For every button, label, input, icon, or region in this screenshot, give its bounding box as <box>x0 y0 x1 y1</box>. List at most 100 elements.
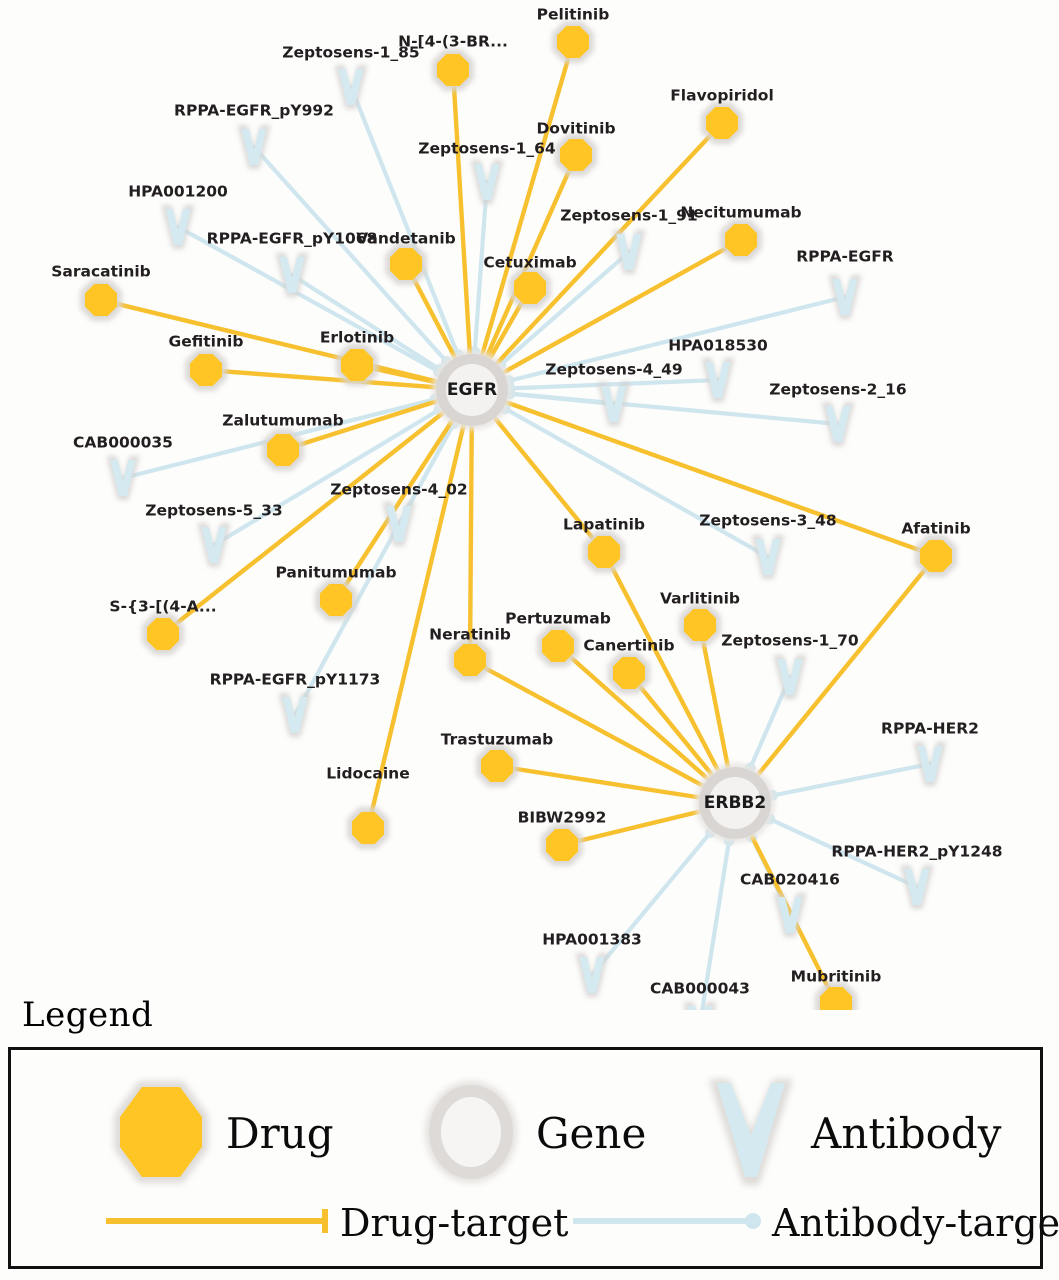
drug-node[interactable] <box>815 982 857 1010</box>
antibody-node[interactable] <box>106 456 140 500</box>
drug-octagon-icon <box>613 657 645 689</box>
antibody-node[interactable] <box>382 502 416 546</box>
drug-octagon-icon <box>106 1073 216 1195</box>
antibody-chevron-icon <box>701 1073 801 1195</box>
drug-node-label: BIBW2992 <box>518 809 607 827</box>
antibody-node[interactable] <box>773 655 807 699</box>
antibody-node[interactable] <box>612 230 646 274</box>
antibody-target-edge <box>469 387 771 560</box>
drug-target-edge <box>601 549 738 806</box>
drug-octagon-icon <box>546 829 578 861</box>
drug-node[interactable] <box>142 613 184 655</box>
antibody-target-edge <box>120 387 475 481</box>
antibody-chevron-icon <box>705 362 731 398</box>
drug-node[interactable] <box>583 531 625 573</box>
antibody-nodes-layer[interactable] <box>106 65 947 1010</box>
antibody-node[interactable] <box>828 275 862 319</box>
drug-node[interactable] <box>720 219 762 261</box>
antibody-chevron-icon <box>338 69 364 105</box>
gene-nodes-layer[interactable] <box>432 350 775 843</box>
antibody-node[interactable] <box>278 693 312 737</box>
drug-node-label: Lapatinib <box>563 516 645 534</box>
drug-octagon-icon <box>147 618 179 650</box>
antibody-chevron-icon <box>755 539 781 575</box>
antibody-target-edge <box>251 144 475 393</box>
drug-octagon-icon <box>684 609 716 641</box>
drug-node[interactable] <box>336 344 378 386</box>
drug-target-edge <box>469 39 576 393</box>
antibody-node[interactable] <box>575 953 609 997</box>
drug-node[interactable] <box>541 824 583 866</box>
antibody-node[interactable] <box>900 865 934 909</box>
antibody-chevron-icon <box>165 209 191 245</box>
antibody-chevron-icon <box>616 234 642 270</box>
antibody-node[interactable] <box>275 253 309 297</box>
antibody-node-label: Zeptosens-4_49 <box>545 361 682 379</box>
drug-node-label: Mubritinib <box>791 968 882 986</box>
drug-node[interactable] <box>476 745 518 787</box>
drug-node[interactable] <box>701 102 743 144</box>
gene-node-label: ERBB2 <box>704 793 766 813</box>
antibody-chevron-icon <box>917 746 943 782</box>
antibody-chevron-icon <box>601 386 627 422</box>
drug-node[interactable] <box>432 49 474 91</box>
antibody-chevron-icon <box>386 506 412 542</box>
drug-node[interactable] <box>385 243 427 285</box>
antibody-node[interactable] <box>470 160 504 204</box>
drug-target-edge <box>450 67 475 393</box>
legend-label-gene: Gene <box>536 1109 647 1158</box>
legend-label-antibody-target: Antibody-target <box>772 1201 1059 1245</box>
antibody-node[interactable] <box>161 205 195 249</box>
drug-node[interactable] <box>315 579 357 621</box>
drug-octagon-icon <box>481 750 513 782</box>
antibody-node[interactable] <box>751 535 785 579</box>
drug-node[interactable] <box>679 604 721 646</box>
drug-node[interactable] <box>552 21 594 63</box>
antibody-node[interactable] <box>683 1002 717 1010</box>
antibody-chevron-icon <box>241 129 267 165</box>
drug-node[interactable] <box>347 807 389 849</box>
drug-octagon-icon <box>352 812 384 844</box>
antibody-node[interactable] <box>913 742 947 786</box>
drug-octagon-icon <box>437 54 469 86</box>
antibody-chevron-icon <box>825 406 851 442</box>
drug-node-label: Dovitinib <box>536 120 615 138</box>
drug-octagon-icon <box>514 272 546 304</box>
antibody-node-label: HPA001200 <box>128 183 228 201</box>
gene-node-erbb2[interactable] <box>695 763 775 843</box>
antibody-node-label: HPA018530 <box>668 337 768 355</box>
antibody-node[interactable] <box>197 523 231 567</box>
antibody-node-label: Zeptosens-1_64 <box>418 140 556 158</box>
drug-node[interactable] <box>262 429 304 471</box>
drug-nodes-layer[interactable] <box>80 21 957 1010</box>
antibody-node[interactable] <box>821 402 855 446</box>
drug-octagon-icon <box>560 139 592 171</box>
drug-node[interactable] <box>915 535 957 577</box>
antibody-node-label: CAB020416 <box>740 871 840 889</box>
drug-node-label: Saracatinib <box>51 263 151 281</box>
antibody-node[interactable] <box>773 893 807 937</box>
network-graph[interactable]: Zeptosens-1_85 RPPA-EGFR_pY992 HPA001200 RP… <box>0 0 1059 1010</box>
antibody-chevron-icon <box>282 697 308 733</box>
drug-node[interactable] <box>449 639 491 681</box>
drug-octagon-icon <box>920 540 952 572</box>
drug-octagon-icon <box>588 536 620 568</box>
drug-node[interactable] <box>555 134 597 176</box>
drug-node[interactable] <box>608 652 650 694</box>
antibody-target-line-icon <box>571 1204 766 1242</box>
drug-node[interactable] <box>80 279 122 321</box>
drug-node[interactable] <box>509 267 551 309</box>
antibody-node-label: RPPA-EGFR_pY1068 <box>207 230 378 248</box>
drug-octagon-icon <box>454 644 486 676</box>
antibody-target-edge <box>175 224 475 393</box>
drug-node[interactable] <box>537 625 579 667</box>
antibody-node[interactable] <box>334 65 368 109</box>
antibody-node[interactable] <box>701 358 735 402</box>
antibody-chevron-icon <box>832 279 858 315</box>
drug-node-label: Necitumumab <box>680 204 801 222</box>
drug-node[interactable] <box>185 349 227 391</box>
antibody-node[interactable] <box>597 382 631 426</box>
antibody-node[interactable] <box>237 125 271 169</box>
gene-node-egfr[interactable] <box>432 350 512 430</box>
